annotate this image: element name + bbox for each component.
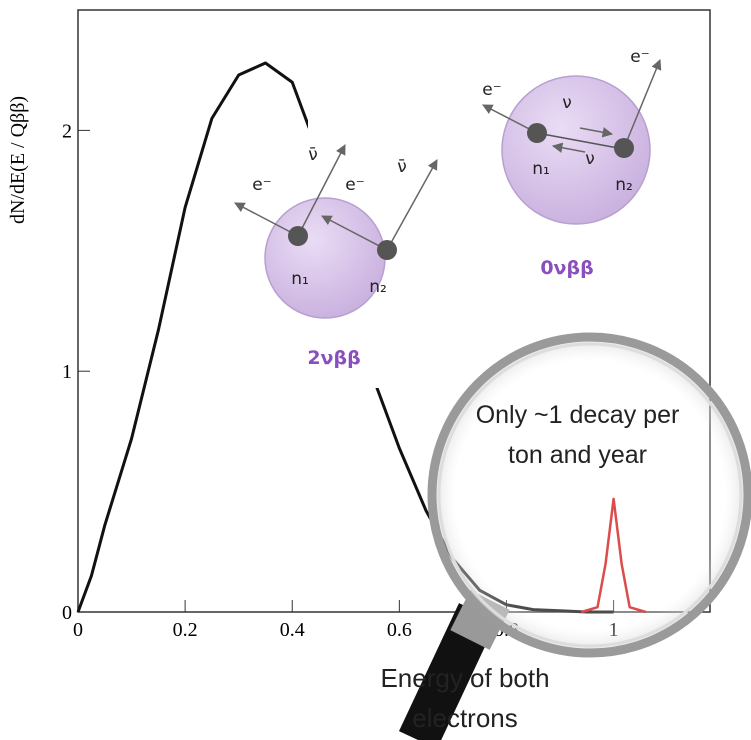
diagram-text: ν̄: [397, 157, 407, 177]
magnifier: [398, 332, 751, 740]
x-tick-label: 0.6: [387, 619, 412, 641]
diagram-title: 2νββ: [307, 347, 360, 369]
diagram-text: n₂: [615, 175, 633, 195]
diagram-text: e⁻: [482, 80, 501, 100]
diagram-text: ν̄: [308, 145, 318, 165]
diagram-text: e⁻: [630, 47, 649, 67]
diagram-title: 0νββ: [540, 257, 593, 279]
annotation: Only ~1 decay per ton and year: [475, 401, 680, 469]
diagram-text: n₁: [291, 269, 309, 289]
diagram-text: n₁: [532, 159, 550, 179]
diagram-text: ν: [585, 149, 595, 169]
diagram-text: e⁻: [252, 175, 271, 195]
y-tick-label: 0: [62, 602, 72, 624]
y-axis-label: dN/dE(E / Qββ): [7, 96, 29, 224]
y-tick-label: 2: [62, 120, 72, 142]
diagram-text: n₂: [369, 277, 387, 297]
plot-frame: [77, 9, 711, 613]
x-axis-label: Energy of both electrons: [380, 663, 550, 733]
diagram-text: ν: [562, 93, 572, 113]
x-tick-label: 0.2: [173, 619, 198, 641]
diagram-text: e⁻: [345, 175, 364, 195]
x-tick-label: 0.4: [280, 619, 305, 641]
diagram-0vbb: e⁻ e⁻ ν ν n₁ n₂ 0νββ: [482, 47, 662, 279]
y-tick-label: 1: [62, 361, 72, 383]
diagram-2vbb: e⁻ ν̄ e⁻ ν̄ n₁ n₂ 2νββ: [234, 144, 438, 369]
x-tick-label: 0: [73, 619, 83, 641]
